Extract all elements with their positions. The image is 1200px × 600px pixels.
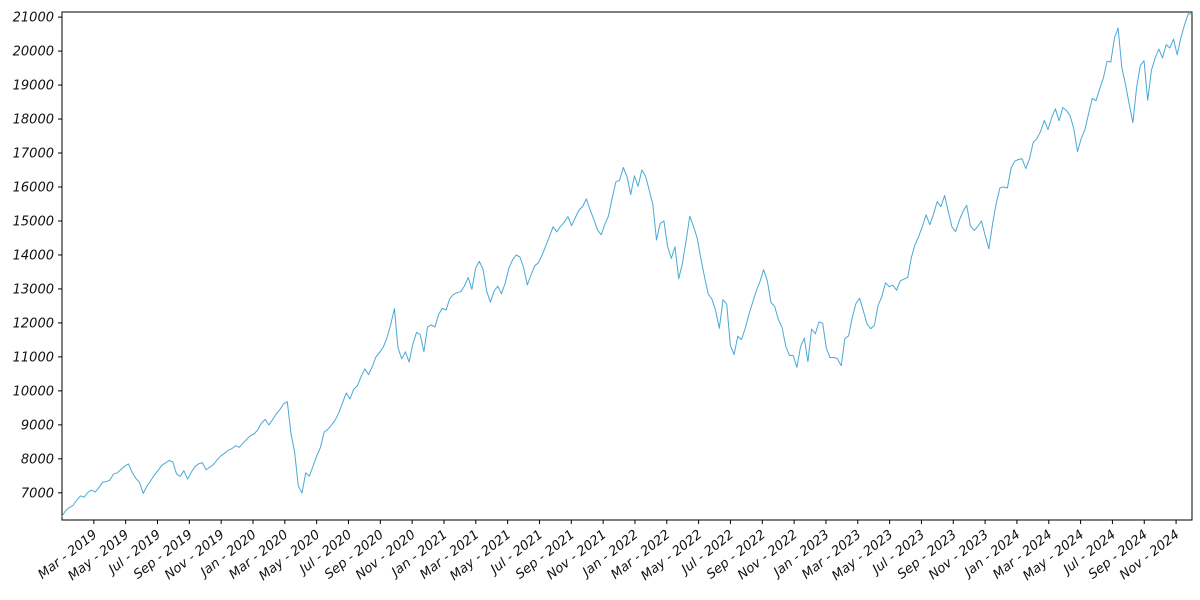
y-tick-label: 15000 [13,214,54,229]
y-tick-label: 12000 [13,316,54,331]
price-line-series [61,13,1193,517]
y-tick-label: 18000 [13,113,54,128]
y-tick-label: 13000 [13,282,54,297]
y-tick-label: 8000 [21,452,54,467]
y-tick-label: 7000 [21,486,54,501]
y-tick-label: 19000 [13,79,54,94]
y-tick-label: 20000 [13,45,54,60]
y-tick-label: 14000 [13,248,54,263]
y-tick-label: 17000 [13,147,54,162]
plot-frame [61,11,1193,521]
y-tick-label: 11000 [13,350,54,365]
y-tick-label: 10000 [13,384,54,399]
y-tick-label: 9000 [21,418,54,433]
y-tick-label: 16000 [13,180,54,195]
y-tick-label: 21000 [13,11,54,26]
